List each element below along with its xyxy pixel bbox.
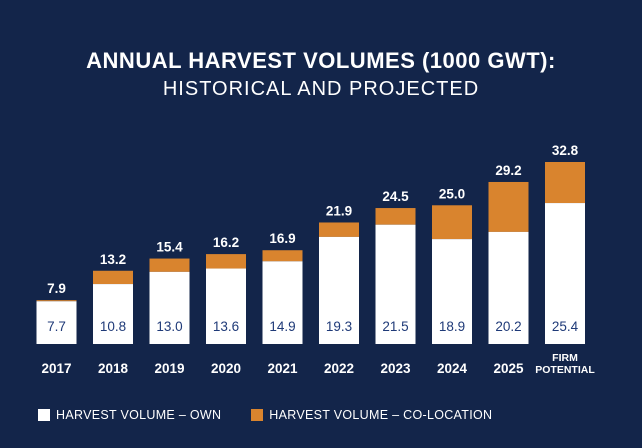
bar-segment-colocation bbox=[375, 208, 416, 225]
x-tick-label: FIRM POTENTIAL bbox=[535, 352, 595, 376]
x-tick-label: 2019 bbox=[154, 361, 184, 376]
chart-legend: HARVEST VOLUME – OWN HARVEST VOLUME – CO… bbox=[38, 408, 522, 422]
data-label-own: 19.3 bbox=[326, 319, 352, 334]
data-label-total: 13.2 bbox=[100, 252, 126, 267]
legend-item-own: HARVEST VOLUME – OWN bbox=[38, 408, 221, 422]
x-tick-label: 2017 bbox=[41, 361, 71, 376]
data-label-own: 13.6 bbox=[213, 319, 239, 334]
bar-segment-colocation bbox=[149, 258, 190, 272]
x-tick-label: 2021 bbox=[267, 361, 298, 376]
bar-segment-own bbox=[488, 231, 529, 344]
data-label-total: 15.4 bbox=[156, 240, 183, 255]
bar-segment-colocation bbox=[545, 162, 585, 204]
data-label-own: 20.2 bbox=[495, 319, 521, 334]
legend-swatch-own bbox=[38, 409, 50, 421]
bar-segment-own bbox=[149, 271, 190, 344]
bar-segment-colocation bbox=[93, 270, 133, 285]
bar-segment-own bbox=[545, 203, 585, 344]
bar-segment-colocation bbox=[488, 181, 529, 232]
data-label-total: 21.9 bbox=[326, 203, 352, 218]
data-label-total: 29.2 bbox=[495, 163, 521, 178]
bar-segment-colocation bbox=[206, 254, 246, 269]
chart-title: ANNUAL HARVEST VOLUMES (1000 GWT): bbox=[86, 48, 556, 73]
bar-segment-own bbox=[93, 284, 133, 344]
data-label-total: 25.0 bbox=[439, 186, 465, 201]
bar-segment-own bbox=[262, 261, 303, 344]
bar-segment-own bbox=[375, 224, 416, 344]
legend-label-own: HARVEST VOLUME – OWN bbox=[56, 408, 222, 422]
data-label-total: 7.9 bbox=[47, 281, 66, 296]
bar-segment-own bbox=[206, 268, 246, 344]
data-label-own: 13.0 bbox=[156, 319, 182, 334]
legend-swatch-colocation bbox=[251, 409, 264, 421]
data-label-own: 10.8 bbox=[100, 319, 126, 334]
data-label-total: 32.8 bbox=[552, 143, 579, 158]
x-tick-label: 2024 bbox=[437, 361, 468, 376]
bar-segment-colocation bbox=[319, 222, 359, 237]
x-tick-label: 2025 bbox=[493, 361, 524, 376]
x-tick-label: 2020 bbox=[211, 361, 241, 376]
data-label-own: 18.9 bbox=[439, 319, 465, 334]
data-label-total: 16.9 bbox=[269, 231, 295, 246]
x-tick-label: 2023 bbox=[380, 361, 411, 376]
bar-segment-own bbox=[432, 239, 472, 344]
data-label-own: 21.5 bbox=[382, 319, 408, 334]
legend-item-colocation: HARVEST VOLUME – CO-LOCATION bbox=[251, 408, 492, 422]
data-label-total: 16.2 bbox=[213, 235, 239, 250]
bar-segment-colocation bbox=[432, 205, 472, 240]
bar-segment-own bbox=[319, 236, 359, 344]
stacked-bar-chart: 7.7 7.9 2017 10.8 13.2 2018 13.0 15.4 2019 13.6 16… bbox=[36, 143, 595, 376]
bar-segment-own bbox=[36, 301, 77, 344]
bar-segment-colocation bbox=[36, 300, 77, 302]
x-tick-label: 2022 bbox=[324, 361, 354, 376]
legend-label-colocation: HARVEST VOLUME – CO-LOCATION bbox=[269, 408, 493, 422]
chart-subtitle: HISTORICAL AND PROJECTED bbox=[162, 78, 480, 100]
x-tick-label: 2018 bbox=[98, 361, 129, 376]
data-label-own: 14.9 bbox=[269, 319, 295, 334]
data-label-total: 24.5 bbox=[382, 189, 409, 204]
data-label-own: 7.7 bbox=[47, 319, 66, 334]
bar-segment-colocation bbox=[262, 250, 303, 262]
data-label-own: 25.4 bbox=[552, 319, 579, 334]
